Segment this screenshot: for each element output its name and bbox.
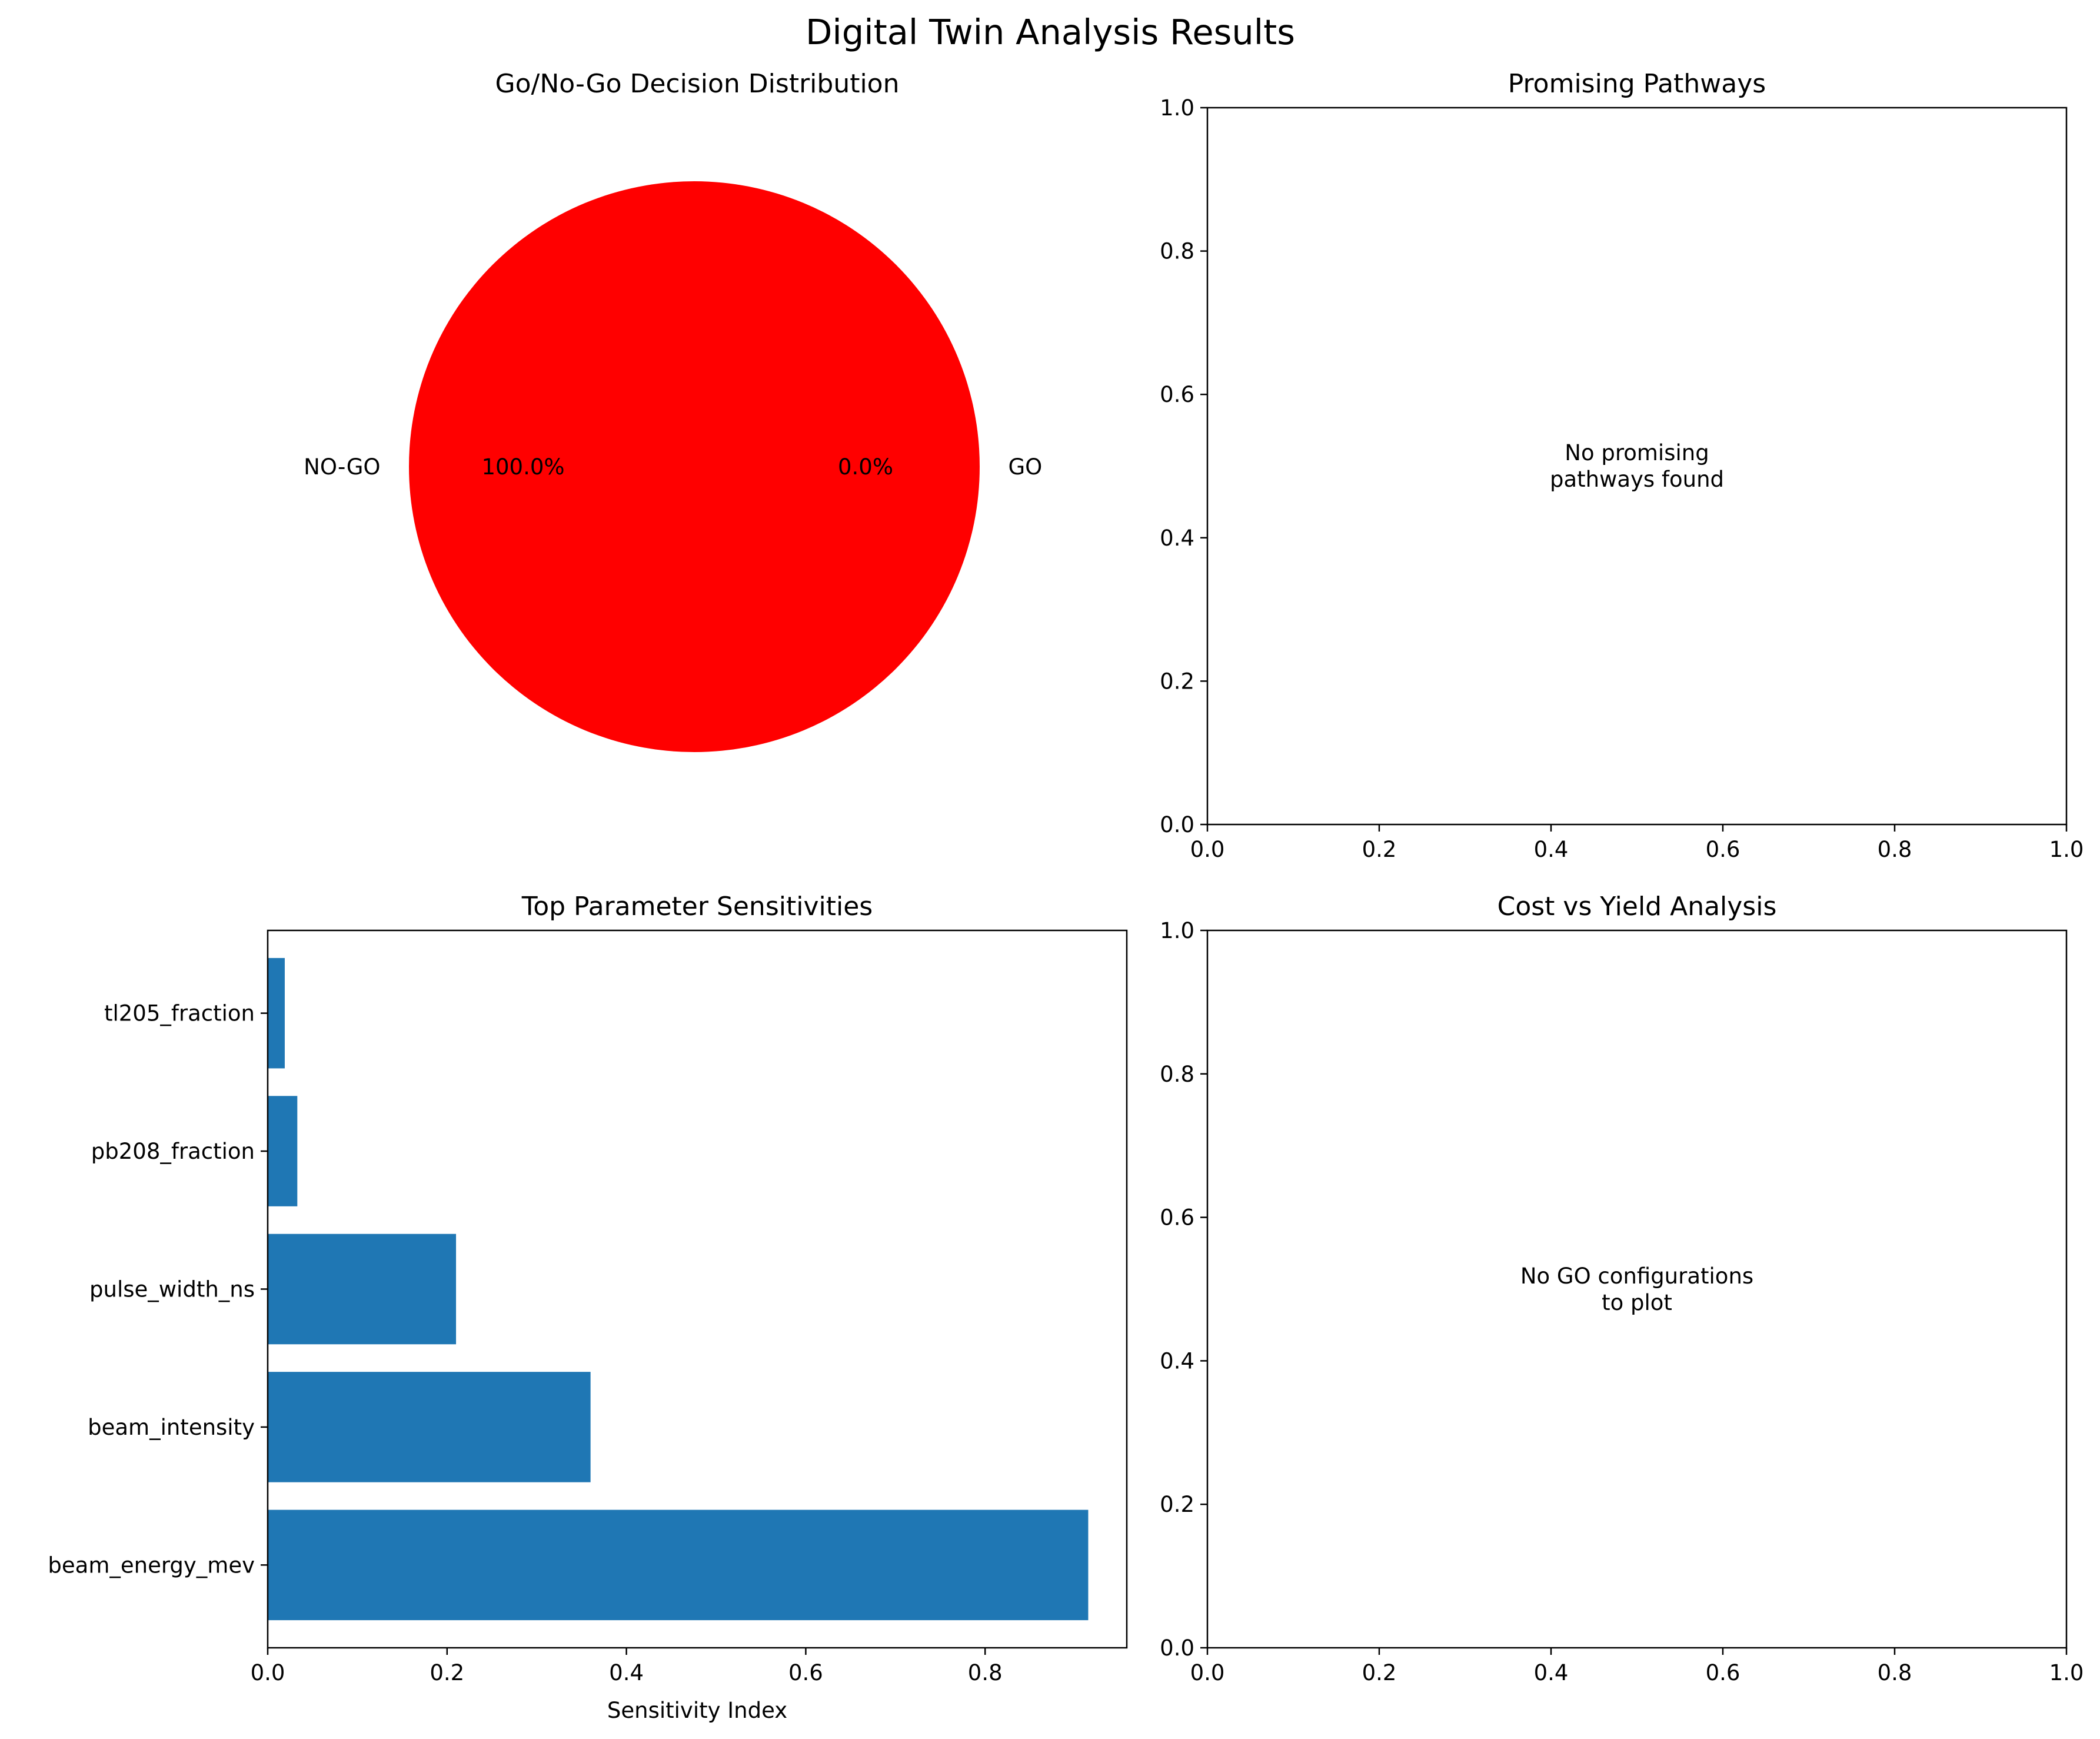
sensitivity-bar: [268, 957, 285, 1069]
y-tick-label: 0.0: [1160, 1635, 1194, 1661]
cost-yield-message-line-2: to plot: [1602, 1290, 1672, 1315]
pathways-panel: Promising Pathways 0.0 0.2 0.4 0.6 0.8 1.0 0.…: [1160, 69, 2084, 862]
figure-title: Digital Twin Analysis Results: [806, 12, 1295, 52]
x-tick-label: 0.6: [1706, 1660, 1740, 1685]
x-tick-label: 0.8: [1878, 837, 1912, 862]
x-tick-label: 0.2: [1362, 837, 1397, 862]
y-tick-label: 0.0: [1160, 812, 1194, 837]
x-tick-label: 0.4: [1534, 837, 1569, 862]
category-label: pb208_fraction: [91, 1139, 255, 1164]
category-label: beam_intensity: [88, 1415, 255, 1440]
y-tick-label: 0.6: [1160, 382, 1194, 407]
sensitivity-panel: Top Parameter Sensitivities 0.0 0.2 0.4 0.6…: [48, 892, 1128, 1723]
x-tick-label: 0.0: [1190, 1660, 1225, 1685]
category-label: tl205_fraction: [104, 1001, 255, 1026]
pathways-plot-frame: [1206, 107, 2068, 826]
sensitivity-title: Top Parameter Sensitivities: [521, 892, 873, 922]
pie-percent-label: 100.0%: [481, 454, 564, 480]
x-tick-label: 0.8: [1878, 1660, 1912, 1685]
pathways-message-line-2: pathways found: [1550, 467, 1724, 492]
pathways-message-line-1: No promising: [1565, 440, 1709, 465]
x-tick-label: 0.0: [251, 1660, 285, 1685]
x-tick-label: 0.2: [1362, 1660, 1397, 1685]
pie-slice: [409, 181, 980, 752]
x-tick-label: 0.0: [1190, 837, 1225, 862]
y-tick-label: 0.2: [1160, 1492, 1194, 1517]
y-tick-label: 1.0: [1160, 918, 1194, 943]
pie-slice-label: GO: [1009, 454, 1043, 480]
pie-panel: Go/No-Go Decision Distribution NO-GO 100.…: [304, 69, 1042, 752]
x-tick-label: 0.8: [968, 1660, 1003, 1685]
x-tick-label: 0.6: [788, 1660, 823, 1685]
y-tick-label: 0.8: [1160, 239, 1194, 264]
sensitivity-bar: [268, 1096, 298, 1206]
pie-labels: NO-GO 100.0% GO 0.0%: [304, 454, 1042, 480]
x-tick-label: 1.0: [2049, 837, 2084, 862]
x-tick-label: 0.2: [430, 1660, 464, 1685]
pie-slice-label: NO-GO: [304, 454, 380, 480]
x-tick-label: 0.6: [1706, 837, 1740, 862]
x-tick-label: 1.0: [2049, 1660, 2084, 1685]
category-label: beam_energy_mev: [48, 1552, 255, 1578]
pie-slices: [409, 181, 980, 752]
sensitivity-bar: [268, 1233, 457, 1345]
y-tick-label: 0.8: [1160, 1062, 1194, 1087]
y-tick-label: 1.0: [1160, 95, 1194, 121]
y-tick-label: 0.2: [1160, 669, 1194, 694]
pathways-x-ticks: 0.0 0.2 0.4 0.6 0.8 1.0: [1190, 824, 2084, 862]
cost-yield-x-ticks: 0.0 0.2 0.4 0.6 0.8 1.0: [1190, 1648, 2084, 1685]
y-tick-label: 0.4: [1160, 1348, 1194, 1374]
sensitivity-bar: [268, 1509, 1089, 1621]
x-tick-label: 0.4: [609, 1660, 644, 1685]
sensitivity-x-ticks: 0.0 0.2 0.4 0.6 0.8: [251, 1648, 1003, 1685]
sensitivity-bar: [268, 1372, 591, 1482]
pathways-y-ticks: 0.0 0.2 0.4 0.6 0.8 1.0: [1160, 95, 1207, 837]
pathways-title: Promising Pathways: [1508, 69, 1766, 99]
x-tick-label: 0.4: [1534, 1660, 1569, 1685]
y-tick-label: 0.4: [1160, 526, 1194, 551]
sensitivity-x-axis-label: Sensitivity Index: [607, 1698, 787, 1723]
y-tick-label: 0.6: [1160, 1205, 1194, 1231]
cost-yield-message-line-1: No GO configurations: [1520, 1263, 1753, 1289]
pie-percent-label: 0.0%: [838, 454, 893, 480]
cost-yield-y-ticks: 0.0 0.2 0.4 0.6 0.8 1.0: [1160, 918, 1207, 1661]
pie-title: Go/No-Go Decision Distribution: [495, 69, 900, 99]
category-label: pulse_width_ns: [89, 1277, 255, 1302]
sensitivity-bars: [268, 957, 1089, 1621]
cost-yield-panel: Cost vs Yield Analysis 0.0 0.2 0.4 0.6 0.8 1.…: [1160, 892, 2084, 1685]
cost-yield-title: Cost vs Yield Analysis: [1497, 892, 1777, 922]
cost-yield-plot-frame: [1206, 929, 2068, 1649]
sensitivity-category-ticks: beam_energy_mev beam_intensity pulse_width…: [48, 1001, 268, 1578]
